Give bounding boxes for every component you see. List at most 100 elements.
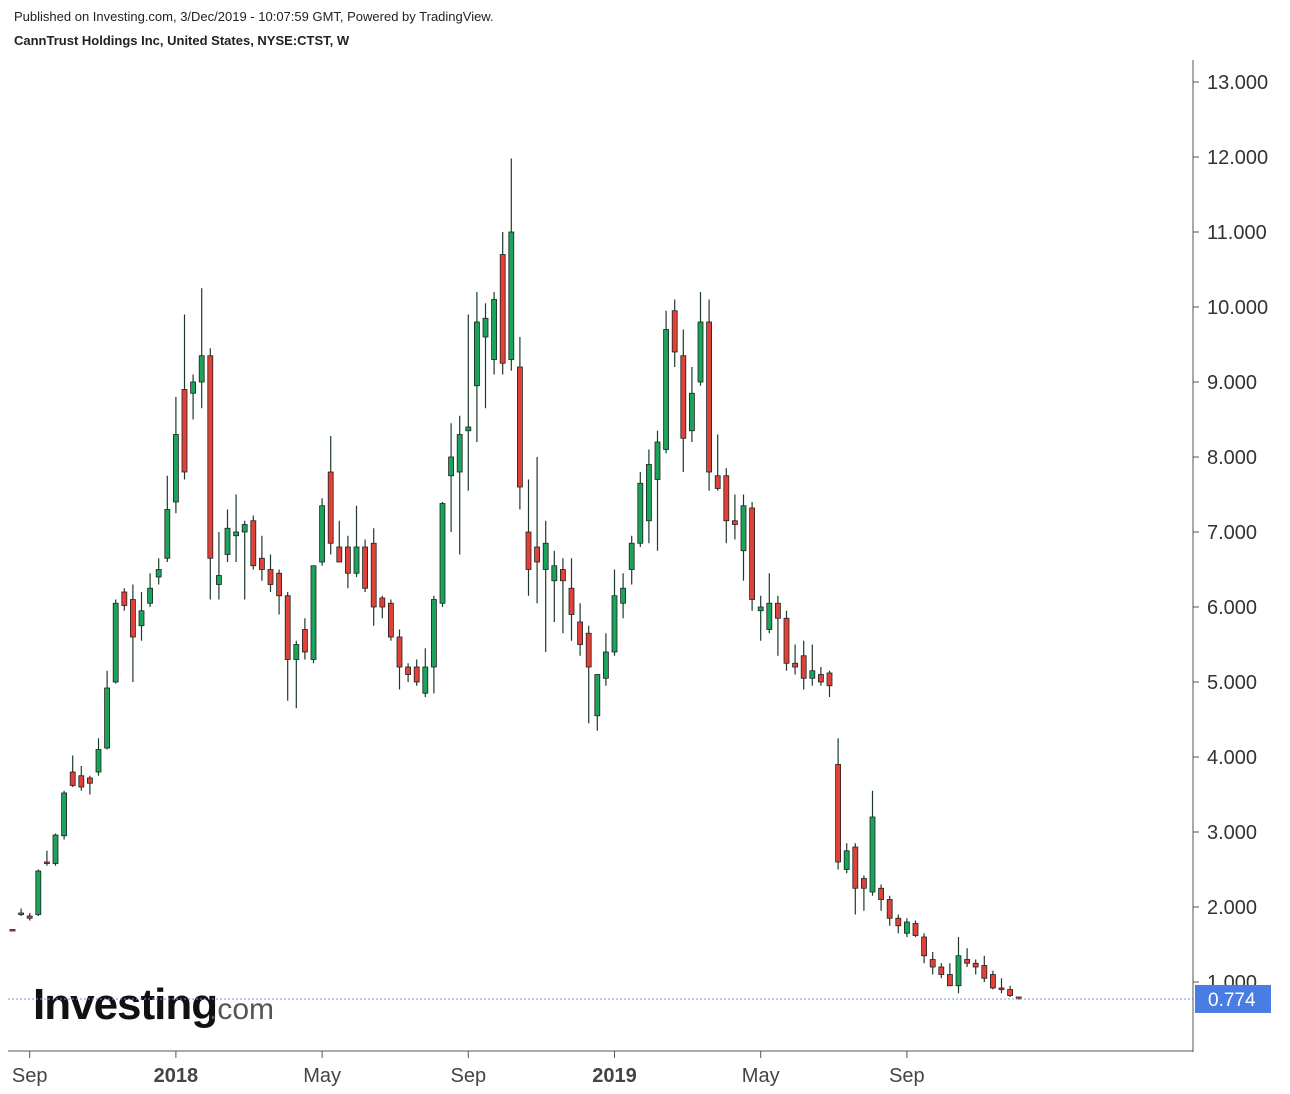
candle-body-down: [732, 520, 738, 525]
candle-body-down: [964, 959, 970, 964]
candle-body-up: [603, 651, 609, 679]
candle: [852, 843, 859, 915]
candle: [69, 755, 76, 787]
candle: [78, 766, 85, 791]
candle-body-down: [405, 666, 412, 675]
candle-body-down: [379, 597, 386, 608]
candle-body-down: [258, 557, 265, 570]
candle: [551, 550, 558, 622]
candle-body-down: [1015, 996, 1022, 1000]
candle: [413, 659, 420, 686]
candle-body-down: [525, 531, 532, 570]
y-tick-label: 6.000: [1207, 597, 1257, 619]
candle: [310, 565, 317, 664]
y-tick-label: 12.000: [1207, 147, 1268, 169]
candle: [843, 843, 850, 874]
price-axis[interactable]: 1.0002.0003.0004.0005.0006.0007.0008.000…: [1193, 72, 1268, 994]
candle: [482, 303, 489, 409]
candle: [809, 644, 816, 686]
candle-body-up: [628, 542, 635, 570]
candle: [542, 520, 549, 652]
candle-body-up: [843, 850, 850, 870]
candle: [9, 929, 16, 932]
candle-body-up: [319, 505, 326, 563]
candle: [61, 790, 67, 840]
candle: [895, 914, 902, 934]
candle: [525, 479, 532, 596]
candle-body-down: [671, 310, 678, 353]
x-tick-label: 2019: [592, 1065, 637, 1087]
candle-body-down: [826, 672, 833, 687]
candle-body-up: [611, 595, 618, 653]
candle-body-down: [680, 355, 687, 439]
candle: [972, 959, 979, 975]
candle-body-up: [740, 505, 747, 552]
candle-body-down: [121, 591, 128, 606]
candle-body-up: [233, 531, 240, 537]
candle: [379, 595, 386, 619]
candle-body-down: [568, 587, 575, 615]
candle: [190, 374, 197, 420]
candle: [964, 948, 970, 967]
candle-body-up: [663, 329, 669, 450]
candle-body-down: [301, 629, 308, 653]
candle-body-down: [78, 775, 85, 788]
y-tick-label: 11.000: [1207, 222, 1267, 244]
x-tick-label: Sep: [451, 1065, 487, 1087]
y-tick-label: 8.000: [1207, 447, 1257, 469]
candle-body-down: [181, 389, 188, 473]
candle: [250, 515, 257, 570]
candle-body-down: [284, 595, 291, 660]
candle-body-down: [362, 546, 369, 589]
candle-body-up: [52, 834, 59, 864]
candle: [534, 457, 540, 604]
candle: [577, 603, 583, 656]
candle: [241, 520, 248, 600]
x-tick-label: May: [742, 1065, 780, 1087]
time-axis[interactable]: Sep 2018 May Sep 2019 May Sep: [12, 1051, 925, 1087]
candle: [344, 535, 351, 589]
candle: [258, 535, 265, 581]
candle-body-up: [138, 610, 145, 627]
candle-body-up: [955, 955, 962, 987]
candle-body-up: [310, 565, 317, 660]
candle-body-down: [413, 666, 420, 683]
candle-body-down: [9, 929, 16, 932]
candle: [611, 569, 618, 656]
candle: [766, 573, 773, 634]
candle-body-down: [981, 965, 988, 979]
watermark-domain: .com: [209, 993, 274, 1026]
candle: [138, 592, 145, 641]
candle-body-up: [757, 606, 764, 612]
x-tick-label: 2018: [154, 1065, 199, 1087]
candle-body-down: [1007, 989, 1013, 996]
candle: [52, 833, 59, 866]
candle-body-up: [654, 441, 661, 480]
candle: [861, 875, 867, 911]
candle-body-down: [912, 923, 919, 936]
candle: [663, 310, 669, 454]
candle-body-up: [422, 666, 429, 694]
last-price-label: 0.774: [1208, 990, 1256, 1011]
candle: [921, 933, 927, 964]
candle-body-up: [147, 587, 154, 604]
candle-body-up: [95, 749, 102, 773]
candle-body-down: [250, 520, 257, 567]
candle-body-up: [215, 575, 222, 585]
candle: [732, 494, 738, 540]
candle: [508, 158, 515, 371]
candle-body-down: [929, 959, 936, 968]
candle-body-down: [723, 475, 730, 522]
candle: [1015, 996, 1022, 1000]
candle: [585, 625, 592, 724]
candle-body-up: [542, 542, 549, 570]
candle: [990, 970, 996, 990]
candle: [44, 850, 50, 866]
y-tick-label: 13.000: [1207, 72, 1268, 94]
candle-body-down: [26, 915, 33, 919]
candle: [947, 963, 953, 987]
candle-body-up: [104, 687, 110, 749]
candle-body-down: [886, 899, 893, 919]
candle: [517, 337, 523, 510]
